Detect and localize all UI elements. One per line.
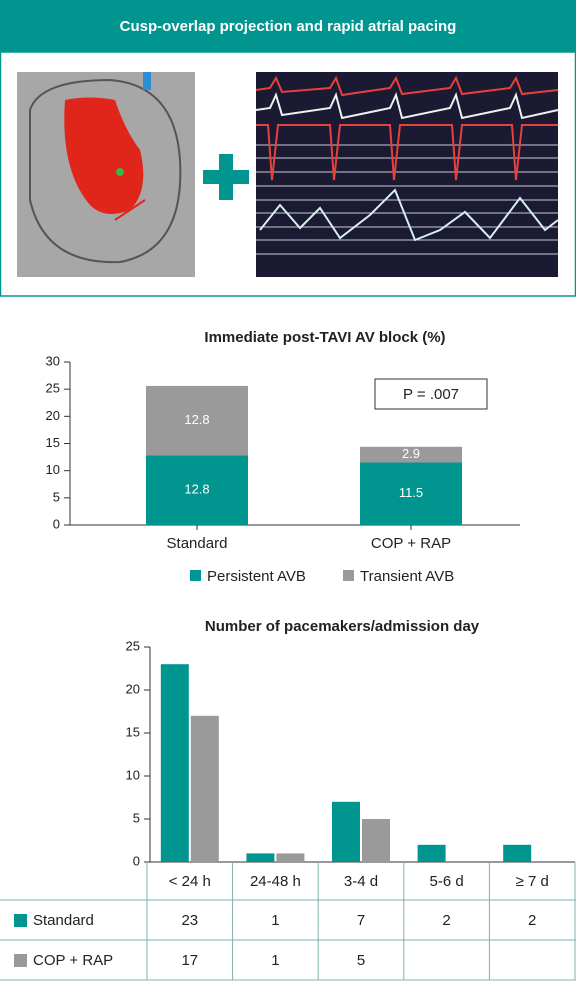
bar — [332, 801, 360, 862]
header-title: Cusp-overlap projection and rapid atrial… — [120, 18, 457, 35]
y-tick-label: 20 — [46, 408, 60, 423]
data-label: 12.8 — [184, 412, 209, 427]
x-tick-label: 3-4 d — [344, 873, 378, 890]
y-tick-label: 5 — [133, 810, 140, 825]
header-bar — [0, 0, 576, 52]
legend-swatch — [14, 914, 27, 927]
bar — [160, 664, 189, 862]
bar-segment — [360, 462, 462, 525]
x-tick-label: 5-6 d — [429, 873, 463, 890]
legend-swatch — [14, 954, 27, 967]
y-tick-label: 20 — [126, 681, 140, 696]
bar-segment — [146, 385, 248, 456]
bar — [190, 715, 219, 862]
y-tick-label: 15 — [126, 724, 140, 739]
data-label: 12.8 — [184, 482, 209, 497]
legend-label: Transient AVB — [360, 568, 454, 585]
table-cell: 17 — [181, 952, 198, 969]
bar — [503, 844, 532, 862]
y-tick-label: 15 — [46, 435, 60, 450]
data-label: 2.9 — [402, 446, 420, 461]
table-cell: 7 — [357, 912, 365, 929]
table-cell: 1 — [271, 952, 279, 969]
data-label: 11.5 — [399, 485, 423, 500]
annotation: P = .007 — [403, 386, 459, 403]
bar — [362, 819, 390, 862]
bar — [276, 853, 305, 862]
y-tick-label: 0 — [53, 516, 60, 531]
bar — [246, 853, 275, 862]
plus-sign — [203, 154, 249, 200]
y-tick-label: 0 — [133, 853, 140, 868]
x-tick-label: < 24 h — [169, 873, 211, 890]
ecg-image — [255, 72, 559, 277]
y-tick-label: 25 — [126, 638, 140, 653]
table-cell: 5 — [357, 952, 365, 969]
table-cell: 23 — [181, 912, 198, 929]
y-tick-label: 25 — [46, 381, 60, 396]
y-tick-label: 30 — [46, 353, 60, 368]
table-cell: 1 — [271, 912, 279, 929]
y-tick-label: 10 — [46, 462, 60, 477]
legend-label: Persistent AVB — [207, 568, 306, 585]
bar-segment — [360, 446, 462, 463]
y-tick-label: 10 — [126, 767, 140, 782]
annotation-box — [374, 378, 488, 410]
x-tick-label: COP + RAP — [371, 535, 451, 552]
chart-title: Number of pacemakers/admission day — [205, 618, 480, 635]
legend-label: COP + RAP — [33, 952, 113, 969]
table-cell: 2 — [528, 912, 536, 929]
bar-segment — [146, 455, 248, 525]
x-tick-label: Standard — [167, 535, 228, 552]
bar — [417, 844, 446, 862]
legend-swatch — [343, 570, 354, 581]
x-tick-label: ≥ 7 d — [516, 873, 549, 890]
y-tick-label: 5 — [53, 489, 60, 504]
x-tick-label: 24-48 h — [250, 873, 301, 890]
legend-label: Standard — [33, 912, 94, 929]
fluoroscopy-image — [17, 72, 195, 277]
legend-swatch — [190, 570, 201, 581]
table-cell: 2 — [442, 912, 450, 929]
chart-title: Immediate post-TAVI AV block (%) — [204, 329, 445, 346]
